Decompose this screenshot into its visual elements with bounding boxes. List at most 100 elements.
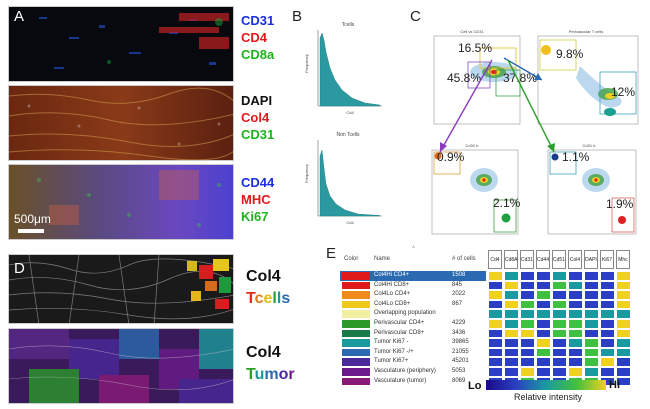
heatmap-cell	[504, 309, 519, 319]
table-row[interactable]: Col4Hi CD8+ 845	[340, 281, 486, 291]
heatmap-cell	[616, 299, 631, 310]
heatmap-cell	[488, 299, 503, 310]
heatmap-cell	[568, 357, 583, 367]
marker-header: Cd4	[488, 250, 502, 269]
hist-xlabel: Cd4	[346, 110, 354, 115]
population-color-swatch	[342, 281, 370, 290]
gate-arrow-green	[507, 59, 555, 153]
population-table: Color Name # of cells ^ Col4Hi CD4+ 1508 C…	[340, 246, 486, 391]
table-row[interactable]: Col4Lo CD8+ 867	[340, 300, 486, 310]
panel-b-letter: B	[292, 8, 303, 25]
heatmap-cell	[552, 309, 567, 319]
channel-label: CD8a	[241, 47, 275, 62]
table-row[interactable]: Perivascular CD4+ 4229	[340, 319, 486, 329]
gate-arrow-purple	[439, 59, 493, 153]
channel-label: CD31	[241, 13, 275, 28]
flow-plot-title: Cd31 b	[583, 143, 597, 148]
heatmap-cell	[600, 290, 615, 300]
population-color-swatch	[342, 320, 370, 328]
population-count: 2022	[452, 291, 466, 298]
tcells-colored-label: Tcells	[246, 290, 291, 307]
marker-header: Cd31	[520, 250, 534, 269]
heatmap-cell	[600, 357, 615, 367]
channel-label: MHC	[241, 192, 271, 207]
population-name: Col4Hi CD4+	[374, 272, 410, 278]
micro-texture-1	[9, 7, 233, 81]
panel-c-letter: C	[410, 8, 421, 25]
heatmap-cell	[552, 280, 567, 291]
micro-image-dapi-col4-cd31	[8, 85, 234, 161]
micro-texture-2	[9, 86, 233, 160]
population-color-swatch	[342, 368, 370, 376]
heatmap-cell	[552, 290, 567, 300]
heatmap-cell	[616, 357, 631, 367]
heatmap-cell	[536, 357, 551, 367]
micro-texture-3	[9, 165, 233, 239]
channel-label: Ki67	[241, 209, 269, 224]
hist-title: Non Tcells	[337, 132, 360, 138]
heatmap-cell	[552, 347, 567, 358]
heatmap-cell	[504, 367, 519, 377]
heatmap-cell	[568, 309, 583, 319]
population-name: Perivascular CD4+	[374, 320, 425, 326]
heatmap-cell	[488, 347, 503, 358]
heatmap-cell	[552, 299, 567, 310]
population-color-swatch	[342, 300, 370, 309]
heatmap-cell	[568, 328, 583, 339]
population-color-swatch	[342, 310, 370, 318]
population-count: 845	[452, 281, 463, 288]
histogram-non-tcells-svg: Non Tcells Frequency Cd4	[304, 132, 382, 225]
table-row[interactable]: Overlapping population	[340, 309, 486, 319]
population-color-swatch	[342, 377, 370, 386]
table-row[interactable]: Perivascular CD8+ 3436	[340, 329, 486, 339]
heatmap-cell	[536, 271, 551, 281]
table-row[interactable]: Tumor Ki67 - 39865	[340, 338, 486, 348]
heatmap-cell	[488, 338, 503, 348]
heatmap-cell	[488, 280, 503, 291]
heatmap-cell	[520, 271, 535, 281]
table-row[interactable]: Tumor Ki67 -/+ 21055	[340, 348, 486, 358]
population-color-swatch	[342, 329, 370, 338]
heatmap-cell	[504, 328, 519, 339]
gate-pct: 37.8%	[503, 71, 538, 85]
table-row[interactable]: Vasculature (periphery) 5053	[340, 367, 486, 377]
heatmap-cell	[488, 309, 503, 319]
gate-pct: 0.9%	[437, 150, 465, 164]
heatmap-cell	[600, 367, 615, 377]
table-row[interactable]: Vasculature (tumor) 8069	[340, 377, 486, 387]
heatmap-cell	[536, 299, 551, 310]
heatmap-cell	[568, 347, 583, 358]
heatmap-cell	[552, 271, 567, 281]
heatmap-cell	[600, 271, 615, 281]
legend-hi: Hi	[609, 379, 620, 391]
table-row[interactable]: Col4Hi CD4+ 1508	[340, 271, 486, 281]
heatmap-cell	[552, 319, 567, 329]
heatmap-cell	[488, 357, 503, 367]
col-header-count: # of cells	[452, 256, 476, 262]
scale-bar-label: 500μm	[14, 212, 51, 226]
legend-caption: Relative intensity	[514, 392, 583, 402]
panel-d-letter: D	[14, 260, 25, 277]
heatmap-cell	[600, 347, 615, 358]
heatmap-cell	[584, 309, 599, 319]
gate-pct: 9.8%	[556, 47, 584, 61]
micro-texture-5	[9, 329, 233, 403]
marker-header: DAPI	[584, 250, 598, 269]
heatmap-cell	[536, 290, 551, 300]
heatmap-cell	[600, 299, 615, 310]
population-count: 867	[452, 300, 463, 307]
population-name: Col4Hi CD8+	[374, 281, 410, 288]
table-row[interactable]: Col4Lo CD4+ 2022	[340, 290, 486, 300]
heatmap-cell	[552, 338, 567, 348]
heatmap-cell	[520, 309, 535, 319]
flow-plot-perivascular-tcells: Perivascular T cells	[530, 26, 642, 130]
micro-image-cd31-cd4-cd8a	[8, 6, 234, 82]
legend-lo: Lo	[468, 380, 482, 392]
heatmap-cell	[536, 309, 551, 319]
micro-image-cd44-mhc-ki67	[8, 164, 234, 240]
population-color-swatch	[342, 339, 370, 347]
table-row[interactable]: Tumor Ki67+ 45201	[340, 357, 486, 367]
flow-plot-4-svg: Cd31 b	[547, 143, 637, 235]
heatmap-cell	[504, 299, 519, 310]
heatmap: Cd4 Cd8A Cd31 Cd44 Cd51 Col4 DAPI Ki67 Mhc	[486, 246, 642, 387]
